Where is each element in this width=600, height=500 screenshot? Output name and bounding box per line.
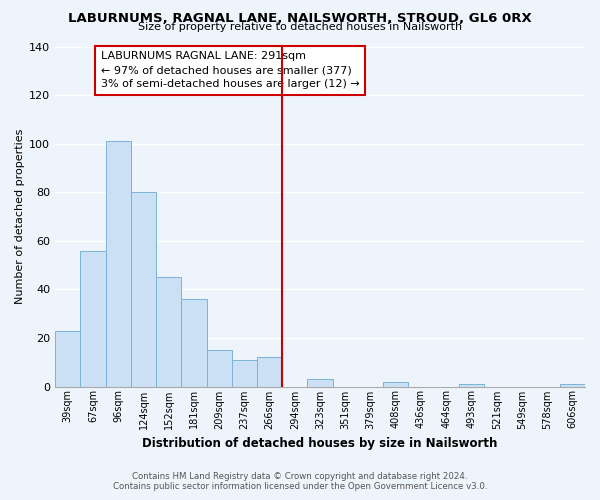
Text: LABURNUMS, RAGNAL LANE, NAILSWORTH, STROUD, GL6 0RX: LABURNUMS, RAGNAL LANE, NAILSWORTH, STRO… <box>68 12 532 26</box>
Bar <box>383 382 409 386</box>
Bar <box>106 141 131 386</box>
Y-axis label: Number of detached properties: Number of detached properties <box>15 129 25 304</box>
X-axis label: Distribution of detached houses by size in Nailsworth: Distribution of detached houses by size … <box>142 437 498 450</box>
Text: Contains HM Land Registry data © Crown copyright and database right 2024.
Contai: Contains HM Land Registry data © Crown c… <box>113 472 487 491</box>
Bar <box>156 277 181 386</box>
Bar <box>560 384 585 386</box>
Bar <box>131 192 156 386</box>
Bar <box>80 250 106 386</box>
Bar <box>257 358 282 386</box>
Bar <box>459 384 484 386</box>
Bar <box>181 299 206 386</box>
Bar <box>307 379 332 386</box>
Bar <box>232 360 257 386</box>
Text: Size of property relative to detached houses in Nailsworth: Size of property relative to detached ho… <box>138 22 462 32</box>
Bar <box>206 350 232 387</box>
Text: LABURNUMS RAGNAL LANE: 291sqm
← 97% of detached houses are smaller (377)
3% of s: LABURNUMS RAGNAL LANE: 291sqm ← 97% of d… <box>101 52 359 90</box>
Bar <box>55 330 80 386</box>
